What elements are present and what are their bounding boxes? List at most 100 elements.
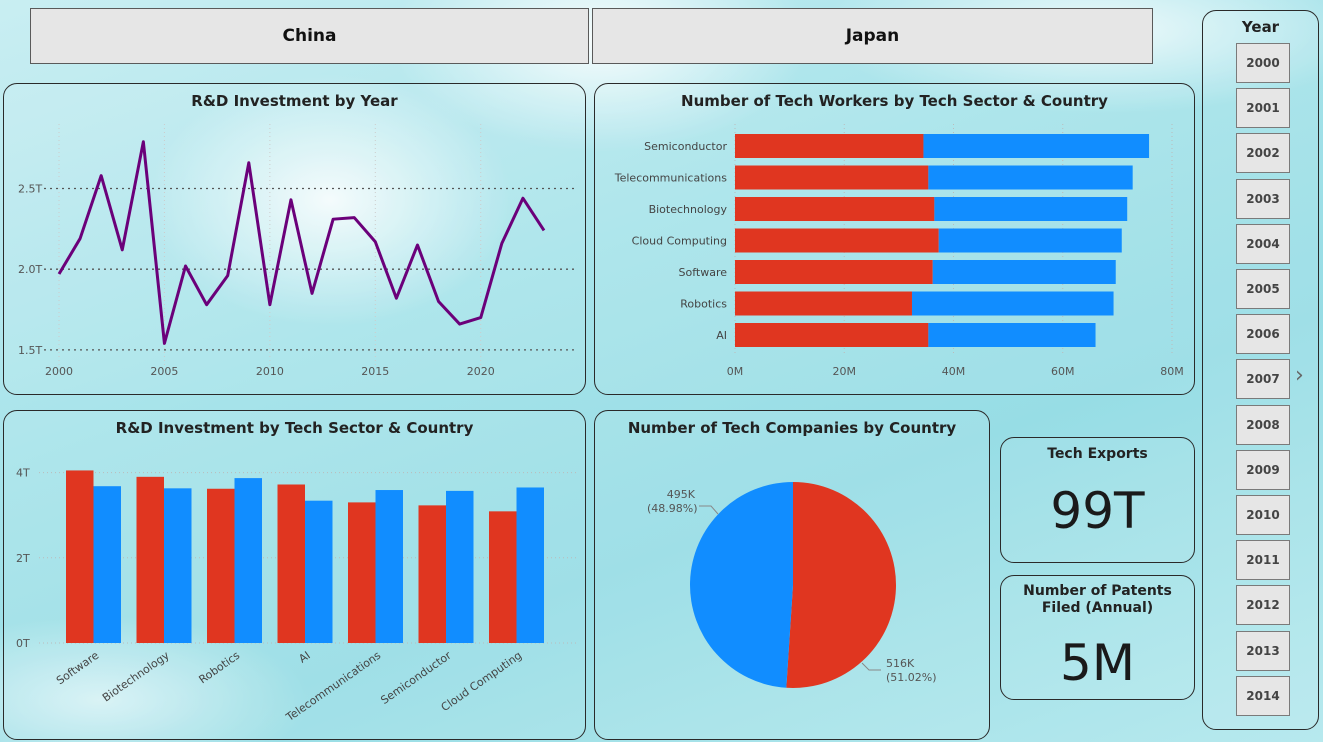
- x-tick: 80M: [1160, 365, 1184, 378]
- bar-japan[interactable]: [932, 260, 1116, 284]
- slicer-item-2012[interactable]: 2012: [1236, 585, 1290, 626]
- bar-japan[interactable]: [923, 134, 1150, 158]
- x-tick: 2005: [150, 365, 178, 378]
- bar-china[interactable]: [735, 165, 929, 190]
- slicer-item-2002[interactable]: 2002: [1236, 133, 1290, 174]
- bar-japan[interactable]: [93, 486, 122, 643]
- pie-value-china: 516K: [886, 657, 915, 670]
- line-chart[interactable]: 2000 2005 2010 2015 2020 1.5T 2.0T 2.5T: [4, 84, 587, 396]
- chevron-right-icon[interactable]: ›: [1295, 363, 1304, 388]
- x-tick: 60M: [1051, 365, 1075, 378]
- x-tick: 2000: [45, 365, 73, 378]
- x-category: Software: [54, 649, 101, 688]
- kpi-value: 99T: [1050, 482, 1145, 540]
- bar-japan[interactable]: [928, 323, 1096, 347]
- slicer-title: Year: [1241, 18, 1280, 36]
- x-category: Telecommunications: [283, 649, 383, 725]
- bar-japan[interactable]: [516, 487, 545, 643]
- bar-china[interactable]: [207, 488, 235, 643]
- workers-by-sector-card: Number of Tech Workers by Tech Sector & …: [594, 83, 1195, 395]
- bar-china[interactable]: [735, 228, 939, 253]
- pie-chart[interactable]: [595, 411, 991, 741]
- x-category: Semiconductor: [378, 649, 454, 707]
- bar-china[interactable]: [277, 484, 306, 643]
- y-category: Biotechnology: [649, 203, 728, 216]
- pie-slice-china[interactable]: [786, 482, 897, 688]
- chart-title: R&D Investment by Tech Sector & Country: [115, 419, 474, 437]
- leader-line: [861, 662, 881, 671]
- y-category: Robotics: [680, 298, 727, 311]
- bar-china[interactable]: [735, 323, 929, 347]
- chart-title: R&D Investment by Year: [191, 92, 398, 110]
- slicer-item-2010[interactable]: 2010: [1236, 495, 1290, 535]
- x-category: Biotechnology: [100, 649, 172, 705]
- rd-by-year-card: R&D Investment by Year 2000 2005 2010 2015 2…: [3, 83, 586, 395]
- kpi-card-patents: Number of Patents Filed (Annual) 5M: [1000, 575, 1195, 700]
- x-tick: 20M: [833, 365, 857, 378]
- bar-china[interactable]: [348, 502, 376, 643]
- slicer-item-2006[interactable]: 2006: [1236, 314, 1290, 355]
- x-category: AI: [296, 649, 312, 666]
- bar-japan[interactable]: [911, 291, 1114, 316]
- chart-title: Number of Tech Companies by Country: [627, 419, 957, 437]
- x-tick: 2020: [467, 365, 495, 378]
- bar-china[interactable]: [735, 134, 924, 158]
- bar-china[interactable]: [66, 470, 94, 643]
- y-category: Telecommunications: [614, 172, 728, 185]
- rd-by-sector-card: R&D Investment by Tech Sector & Country …: [3, 410, 586, 740]
- country-button-japan[interactable]: Japan: [592, 8, 1153, 64]
- pie-slice-japan[interactable]: [690, 482, 793, 688]
- country-button-china[interactable]: China: [30, 8, 589, 64]
- bar-japan[interactable]: [928, 165, 1133, 190]
- y-tick: 2.0T: [18, 263, 42, 276]
- x-tick: 40M: [942, 365, 966, 378]
- pie-value-japan: 495K: [666, 488, 695, 501]
- bar-china[interactable]: [418, 505, 447, 643]
- bar-china[interactable]: [735, 260, 933, 284]
- x-category: Robotics: [196, 649, 242, 687]
- bar-japan[interactable]: [938, 228, 1122, 253]
- kpi-card-tech-exports: Tech Exports 99T: [1000, 437, 1195, 563]
- x-tick: 2010: [256, 365, 284, 378]
- bar-japan[interactable]: [934, 197, 1128, 221]
- pie-pct-japan: (48.98%): [647, 502, 698, 515]
- slicer-item-2014[interactable]: 2014: [1236, 675, 1290, 716]
- pie-pct-china: (51.02%): [886, 671, 937, 684]
- kpi-value: 5M: [1060, 634, 1135, 692]
- bar-china[interactable]: [735, 197, 935, 221]
- slicer-item-2008[interactable]: 2008: [1236, 404, 1290, 445]
- kpi-title: Number of Patents Filed (Annual): [1023, 583, 1172, 616]
- x-tick: 2015: [361, 365, 389, 378]
- kpi-title: Tech Exports: [1047, 446, 1148, 462]
- slicer-item-2005[interactable]: 2005: [1236, 269, 1290, 309]
- year-slicer: Year 2000 2001 2002 2003 2004 2005 2006 2007 200…: [1202, 10, 1319, 730]
- stacked-bar-chart[interactable]: 0M 20M 40M 60M 80M Semiconductor Telecommunica…: [595, 84, 1196, 396]
- y-tick: 4T: [16, 467, 30, 480]
- bar-japan[interactable]: [375, 490, 404, 643]
- y-tick: 2T: [16, 552, 30, 565]
- bar-japan[interactable]: [234, 478, 263, 643]
- bar-japan[interactable]: [164, 488, 192, 643]
- bar-china[interactable]: [489, 511, 517, 643]
- y-category: Software: [679, 266, 728, 279]
- slicer-item-2011[interactable]: 2011: [1236, 540, 1290, 581]
- y-category: AI: [716, 329, 727, 342]
- slicer-item-2004[interactable]: 2004: [1236, 223, 1290, 264]
- y-category: Cloud Computing: [632, 235, 727, 248]
- leader-line: [699, 505, 719, 515]
- bar-china[interactable]: [136, 476, 165, 643]
- bar-japan[interactable]: [305, 500, 333, 643]
- slicer-item-2009[interactable]: 2009: [1236, 449, 1290, 490]
- bar-china[interactable]: [735, 291, 912, 316]
- slicer-item-2013[interactable]: 2013: [1236, 630, 1290, 671]
- x-tick: 0M: [727, 365, 744, 378]
- bar-japan[interactable]: [446, 490, 474, 643]
- slicer-item-2003[interactable]: 2003: [1236, 178, 1290, 219]
- slicer-item-2001[interactable]: 2001: [1236, 88, 1290, 129]
- slicer-item-2000[interactable]: 2000: [1236, 43, 1290, 83]
- line-series[interactable]: [57, 140, 546, 345]
- pie-label-japan: 495K: [645, 488, 695, 502]
- y-tick: 1.5T: [18, 344, 42, 357]
- slicer-item-2007[interactable]: 2007: [1236, 359, 1290, 400]
